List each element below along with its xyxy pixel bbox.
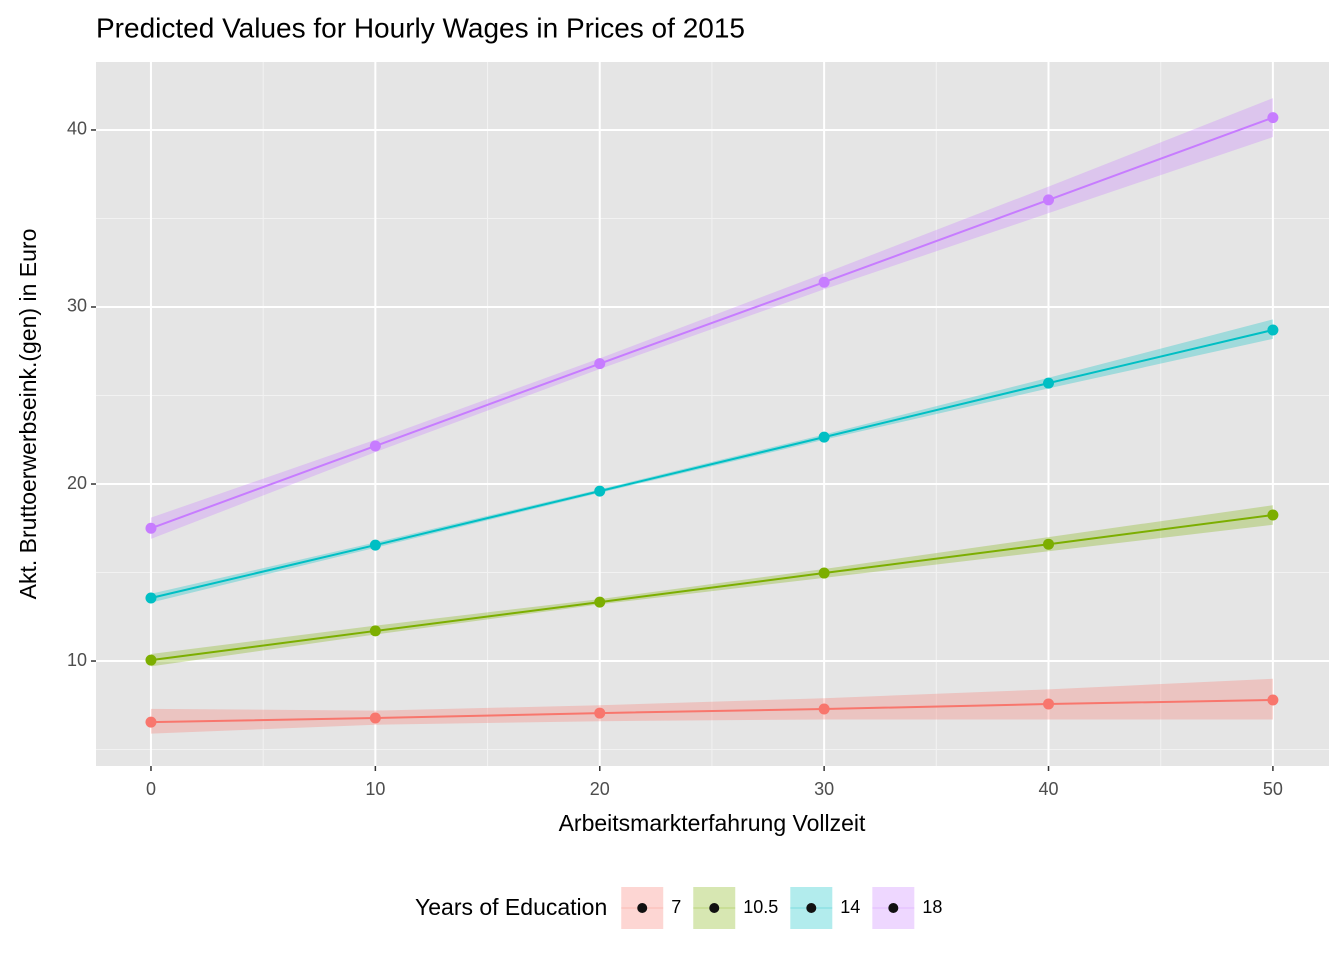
- line: [150, 513, 1274, 662]
- line: [150, 116, 1274, 530]
- legend-key-point: [888, 903, 899, 913]
- x-tick-label: 20: [590, 779, 610, 799]
- point: [1267, 694, 1279, 706]
- point: [145, 654, 157, 666]
- x-axis-label: Arbeitsmarkterfahrung Vollzeit: [559, 810, 866, 836]
- point: [818, 431, 830, 443]
- y-tick-label: 10: [67, 650, 87, 670]
- point: [818, 567, 830, 579]
- point: [369, 539, 381, 551]
- legend-label: 10.5: [743, 897, 778, 917]
- point: [369, 440, 381, 452]
- point: [145, 522, 157, 534]
- y-tick-label: 30: [67, 296, 87, 316]
- x-tick-label: 40: [1039, 779, 1059, 799]
- point: [1043, 194, 1055, 206]
- point: [369, 712, 381, 724]
- confidence-band: [150, 98, 1273, 539]
- legend-label: 18: [922, 897, 942, 917]
- point: [369, 625, 381, 637]
- panel: [96, 62, 1329, 766]
- point: [594, 707, 606, 719]
- point: [1043, 538, 1055, 550]
- point: [1043, 377, 1055, 389]
- point: [145, 592, 157, 604]
- point: [1043, 698, 1055, 710]
- x-tick-label: 10: [365, 779, 385, 799]
- line: [150, 329, 1274, 599]
- point: [818, 703, 830, 715]
- confidence-band: [150, 678, 1273, 734]
- line: [150, 698, 1273, 724]
- y-tick-label: 20: [67, 473, 87, 493]
- point: [818, 276, 830, 288]
- confidence-band: [150, 505, 1273, 667]
- legend-title: Years of Education: [415, 894, 607, 920]
- point: [1267, 112, 1279, 124]
- point: [1267, 509, 1279, 521]
- point: [145, 716, 157, 728]
- legend-key-point: [806, 903, 817, 913]
- x-tick-label: 30: [814, 779, 834, 799]
- point: [594, 485, 606, 497]
- point: [1267, 324, 1279, 336]
- legend-key-point: [709, 903, 720, 913]
- y-tick-label: 40: [67, 119, 87, 139]
- legend-label: 7: [671, 897, 681, 917]
- chart-title: Predicted Values for Hourly Wages in Pri…: [96, 12, 745, 43]
- point: [594, 596, 606, 608]
- x-tick-label: 0: [146, 779, 156, 799]
- point: [594, 358, 606, 370]
- legend-key-point: [637, 903, 648, 913]
- legend-label: 14: [840, 897, 860, 917]
- y-axis-label: Akt. Bruttoerwerbseink.(gen) in Euro: [15, 229, 41, 600]
- x-tick-label: 50: [1263, 779, 1283, 799]
